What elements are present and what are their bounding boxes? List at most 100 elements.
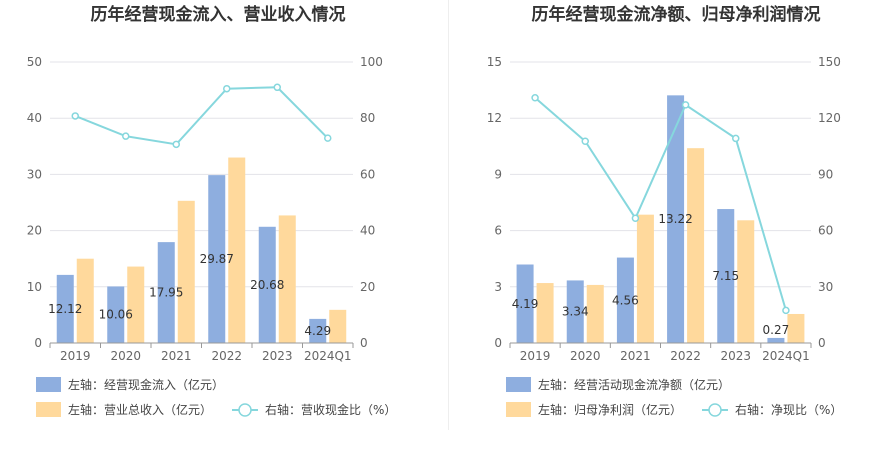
ratio-line	[74, 86, 329, 146]
chart-title: 历年经营现金流净额、归母净利润情况	[532, 4, 821, 25]
bar	[566, 280, 584, 343]
bar	[687, 148, 705, 343]
legend-label: 右轴：营收现金比（%）	[265, 402, 396, 417]
right-axis-tick-label: 120	[818, 111, 841, 125]
ratio-line	[534, 97, 787, 311]
line-point	[581, 137, 589, 145]
bar	[717, 209, 735, 343]
line-point	[631, 214, 640, 222]
line-point	[732, 134, 740, 143]
right-axis-tick-label: 0	[360, 336, 368, 350]
legend-line-marker	[238, 403, 252, 417]
x-axis-tick-label: 2024Q1	[304, 349, 352, 363]
data-label: 17.95	[149, 286, 183, 300]
bar	[616, 257, 634, 343]
grid-lines	[50, 61, 353, 344]
right-axis-tick-label: 0	[818, 336, 826, 350]
line-point	[782, 306, 790, 315]
legend-swatch	[36, 377, 61, 392]
left-axis-tick-label: 50	[27, 55, 42, 69]
legend-line-marker	[708, 403, 722, 417]
ratio-line-series	[531, 94, 790, 315]
legend-swatch	[506, 402, 531, 417]
data-label: 13.22	[658, 212, 692, 226]
line-point	[122, 132, 130, 140]
x-axis-tick-label: 2020	[570, 349, 601, 363]
line-point	[324, 134, 332, 142]
bar	[787, 313, 805, 343]
right-axis-tick-label: 150	[818, 55, 841, 69]
line-point	[71, 112, 79, 120]
chart-title: 历年经营现金流入、营业收入情况	[91, 4, 346, 25]
left-axis-tick-label: 12	[487, 111, 502, 125]
x-axis-tick-label: 2019	[60, 349, 91, 363]
left-axis-tick-label: 9	[494, 167, 502, 181]
bar	[586, 284, 604, 343]
left-axis-tick-label: 6	[494, 224, 502, 238]
bar	[127, 266, 145, 343]
x-axis-tick-label: 2021	[620, 349, 651, 363]
left-axis-tick-label: 0	[494, 336, 502, 350]
legend-swatch	[36, 402, 61, 417]
legend-label: 右轴：净现比（%）	[735, 402, 842, 417]
legend-swatch	[506, 377, 531, 392]
right-axis-tick-label: 60	[360, 167, 375, 181]
legend-label: 左轴：营业总收入（亿元）	[68, 402, 212, 417]
bar-series	[56, 157, 347, 343]
legend[interactable]: 左轴：经营现金流入（亿元） 左轴：营业总收入（亿元） 右轴：营收现金比（%）	[36, 377, 396, 417]
right-axis-tick-label: 30	[818, 280, 833, 294]
bar	[309, 318, 327, 343]
data-label: 29.87	[200, 252, 234, 266]
ratio-line-series	[71, 83, 332, 149]
left-axis-tick-label: 15	[487, 55, 502, 69]
bar	[767, 337, 785, 343]
line-point	[223, 84, 231, 93]
bar	[157, 242, 175, 343]
data-label: 0.27	[763, 323, 790, 337]
bar	[208, 175, 226, 343]
x-axis-tick-label: 2021	[161, 349, 192, 363]
bar	[177, 200, 195, 343]
legend[interactable]: 左轴：经营活动现金流净额（亿元） 左轴：归母净利润（亿元） 右轴：净现比（%）	[506, 377, 842, 417]
left-axis-tick-label: 30	[27, 167, 42, 181]
left-axis-tick-label: 20	[27, 224, 42, 238]
data-label: 4.56	[612, 293, 639, 307]
x-axis-tick-label: 2022	[211, 349, 242, 363]
right-axis-tick-label: 80	[360, 111, 375, 125]
data-label: 7.15	[712, 269, 739, 283]
data-label: 10.06	[99, 308, 133, 322]
line-point	[681, 101, 690, 109]
cash-inflow-revenue-chart: 历年经营现金流入、营业收入情况 12.12 10.06 17.95 29.87 20.6…	[27, 4, 396, 417]
bar	[258, 226, 276, 343]
bar	[329, 309, 347, 343]
data-label: 3.34	[562, 305, 589, 319]
legend-label: 左轴：归母净利润（亿元）	[538, 402, 682, 417]
legend-label: 左轴：经营活动现金流净额（亿元）	[538, 377, 730, 392]
x-axis-tick-label: 2022	[670, 349, 701, 363]
x-axis-tick-label: 2020	[110, 349, 141, 363]
bar	[56, 274, 74, 343]
right-axis-tick-label: 20	[360, 280, 375, 294]
right-axis-tick-label: 60	[818, 224, 833, 238]
left-axis-tick-label: 0	[34, 336, 42, 350]
data-labels: 4.19 3.34 4.56 13.22 7.15 0.27	[512, 212, 790, 337]
legend-label: 左轴：经营现金流入（亿元）	[68, 377, 224, 392]
bar	[107, 286, 125, 343]
line-point	[172, 140, 180, 149]
right-axis-tick-label: 100	[360, 55, 383, 69]
x-axis-tick-label: 2024Q1	[762, 349, 810, 363]
data-label: 12.12	[48, 302, 82, 316]
bar	[278, 215, 296, 343]
left-axis-tick-label: 40	[27, 111, 42, 125]
line-point	[531, 94, 539, 102]
left-axis-tick-label: 3	[494, 280, 502, 294]
axes: 0 0 3 30 6 60 9 90 12 120 15 150 2019 2020 2021 2022 202…	[487, 55, 841, 363]
net-cash-flow-profit-chart: 历年经营现金流净额、归母净利润情况 4.193.344.5613.227.150…	[487, 4, 842, 417]
x-axis-tick-label: 2023	[262, 349, 293, 363]
bar	[536, 283, 554, 343]
data-label: 20.68	[250, 278, 284, 292]
x-axis-tick-label: 2019	[520, 349, 551, 363]
right-axis-tick-label: 90	[818, 167, 833, 181]
